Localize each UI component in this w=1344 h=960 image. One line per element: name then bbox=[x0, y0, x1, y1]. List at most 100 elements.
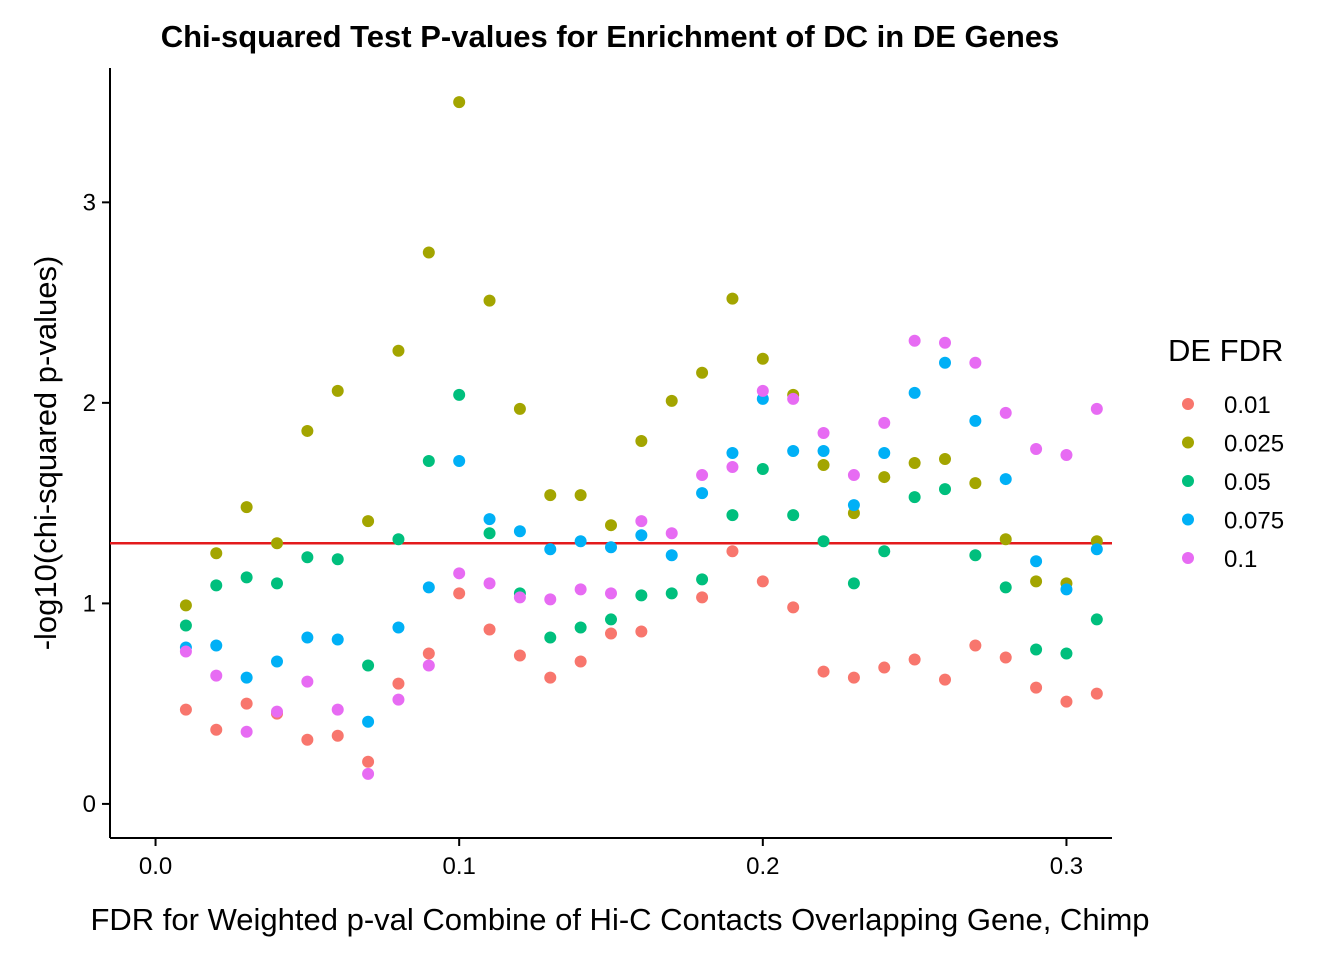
data-point bbox=[665, 549, 678, 562]
axes bbox=[109, 68, 1112, 839]
data-point bbox=[210, 669, 223, 682]
data-point bbox=[362, 515, 375, 528]
y-tick-label: 3 bbox=[83, 189, 96, 216]
data-point bbox=[999, 406, 1012, 419]
data-point bbox=[544, 671, 557, 684]
data-point bbox=[1030, 555, 1043, 568]
legend-key bbox=[1182, 436, 1194, 449]
data-point bbox=[544, 543, 557, 556]
data-point bbox=[240, 571, 253, 584]
y-ticks: 0 1 2 3 bbox=[83, 189, 110, 818]
data-point bbox=[696, 487, 709, 500]
legend-key bbox=[1182, 552, 1194, 564]
data-point bbox=[1030, 442, 1043, 455]
data-point bbox=[483, 513, 496, 526]
data-point bbox=[179, 645, 192, 658]
data-point bbox=[392, 621, 405, 634]
data-point bbox=[331, 729, 344, 742]
data-point bbox=[392, 693, 405, 706]
data-point bbox=[240, 501, 253, 514]
data-point bbox=[362, 755, 375, 768]
data-point bbox=[1060, 647, 1073, 660]
x-tick-label: 0.1 bbox=[442, 853, 475, 880]
y-axis-title: -log10(chi-squared p-values) bbox=[28, 256, 63, 651]
data-point bbox=[483, 294, 496, 307]
data-point bbox=[817, 535, 830, 548]
data-point bbox=[362, 659, 375, 672]
data-point bbox=[210, 723, 223, 736]
data-point bbox=[787, 601, 800, 614]
data-point bbox=[969, 639, 982, 652]
data-point bbox=[483, 623, 496, 636]
data-point bbox=[453, 567, 466, 580]
data-point bbox=[696, 591, 709, 604]
data-point bbox=[544, 489, 557, 502]
data-point bbox=[999, 651, 1012, 664]
data-point bbox=[817, 459, 830, 472]
data-point bbox=[240, 725, 253, 738]
data-point bbox=[392, 677, 405, 690]
data-point bbox=[635, 515, 648, 528]
data-point bbox=[635, 529, 648, 542]
x-axis-title: FDR for Weighted p-val Combine of Hi-C C… bbox=[90, 902, 1149, 937]
y-tick-label: 0 bbox=[83, 791, 96, 818]
data-point bbox=[513, 649, 526, 662]
data-point bbox=[574, 583, 587, 596]
data-point bbox=[787, 392, 800, 405]
data-point bbox=[908, 386, 921, 399]
data-point bbox=[635, 625, 648, 638]
data-point bbox=[362, 715, 375, 728]
x-ticks: 0.0 0.1 0.2 0.3 bbox=[139, 838, 1083, 880]
data-point bbox=[422, 581, 435, 594]
x-tick-label: 0.2 bbox=[746, 853, 779, 880]
x-tick-label: 0.3 bbox=[1050, 853, 1083, 880]
data-point bbox=[726, 461, 739, 474]
data-point bbox=[817, 444, 830, 457]
data-point bbox=[1060, 583, 1073, 596]
data-point bbox=[726, 447, 739, 459]
data-point bbox=[392, 533, 405, 546]
data-point bbox=[878, 447, 891, 459]
data-point bbox=[817, 426, 830, 439]
data-point bbox=[939, 356, 951, 369]
data-point bbox=[179, 619, 192, 632]
data-point bbox=[817, 665, 830, 678]
data-point bbox=[665, 587, 678, 600]
data-point bbox=[635, 434, 648, 447]
data-point bbox=[1030, 575, 1043, 588]
legend-title: DE FDR bbox=[1168, 333, 1283, 368]
data-point bbox=[908, 491, 921, 504]
legend-key bbox=[1182, 398, 1194, 410]
data-point bbox=[240, 671, 253, 684]
data-point bbox=[635, 589, 648, 602]
data-point bbox=[605, 627, 617, 640]
data-point bbox=[210, 547, 223, 560]
data-point bbox=[999, 473, 1012, 486]
data-point bbox=[908, 334, 921, 347]
data-point bbox=[696, 366, 709, 379]
data-point bbox=[331, 703, 344, 716]
data-point bbox=[605, 613, 617, 626]
y-tick-label: 1 bbox=[83, 590, 96, 617]
data-point bbox=[908, 457, 921, 470]
data-point bbox=[574, 655, 587, 668]
data-point bbox=[787, 444, 800, 457]
data-point bbox=[453, 587, 466, 600]
data-point bbox=[513, 402, 526, 415]
legend-label: 0.1 bbox=[1224, 546, 1257, 573]
data-points bbox=[179, 96, 1103, 780]
data-point bbox=[422, 246, 435, 259]
data-point bbox=[301, 424, 314, 437]
data-point bbox=[301, 551, 314, 564]
data-point bbox=[301, 675, 314, 688]
legend-label: 0.01 bbox=[1224, 392, 1271, 419]
legend-label: 0.025 bbox=[1224, 431, 1284, 458]
data-point bbox=[969, 477, 982, 490]
data-point bbox=[392, 344, 405, 357]
data-point bbox=[939, 453, 951, 466]
data-point bbox=[605, 541, 617, 554]
data-point bbox=[969, 356, 982, 369]
data-point bbox=[726, 509, 739, 522]
data-point bbox=[878, 661, 891, 674]
